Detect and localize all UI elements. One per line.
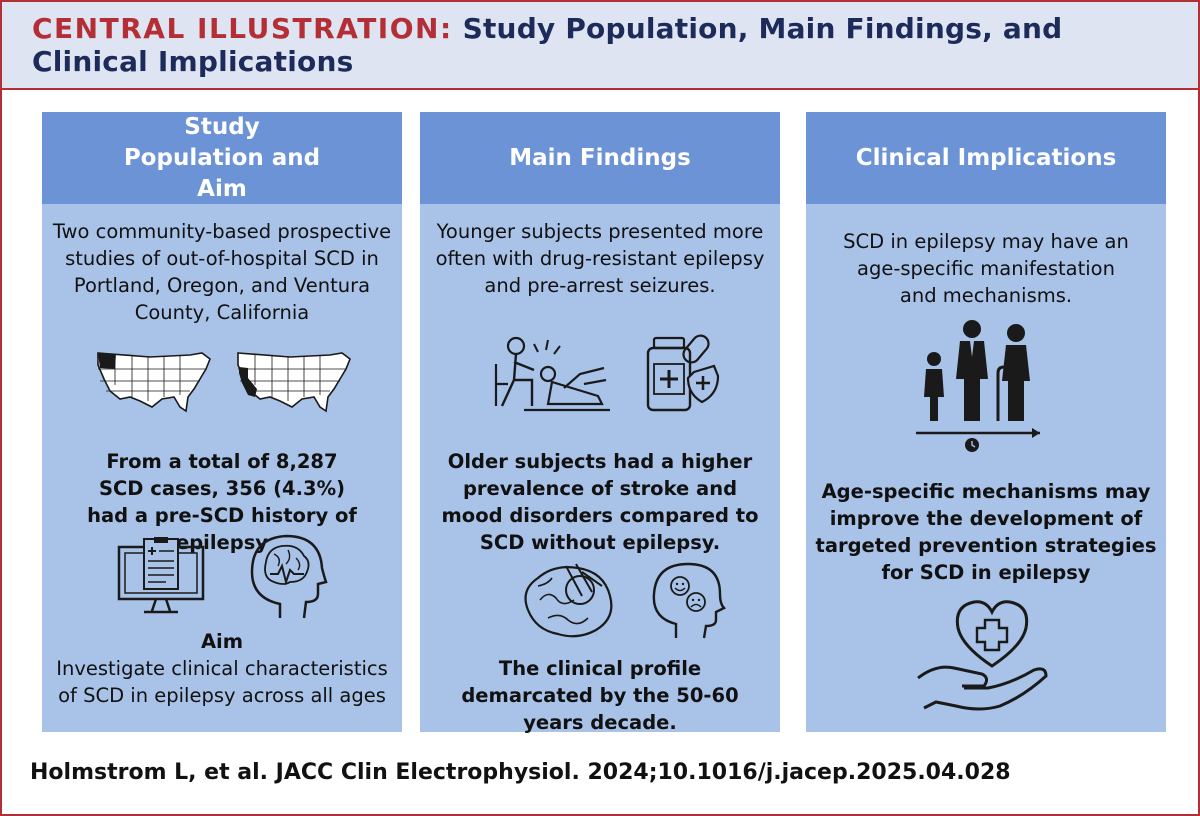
title-text: Study Population, Main Findings, and Cli… xyxy=(32,12,1063,78)
heart-hand-care-icon xyxy=(914,592,1054,716)
panel-main-findings: Main Findings Younger subjects presented… xyxy=(420,112,780,734)
study-description: Two community-based prospective studies … xyxy=(52,220,392,324)
figure-title: CENTRAL ILLUSTRATION: Study Population, … xyxy=(32,12,1162,78)
cases-summary: From a total of 8,287 SCD cases, 356 (4.… xyxy=(87,450,357,554)
us-map-oregon-icon xyxy=(90,345,215,420)
finding-younger: Younger subjects presented more often wi… xyxy=(435,220,765,297)
seizure-patient-icon xyxy=(494,334,614,412)
panel-heading: Main Findings xyxy=(420,112,780,204)
aim-text: Investigate clinical characteristics of … xyxy=(56,657,388,707)
implication-prevention: Age-specific mechanisms may improve the … xyxy=(815,480,1157,584)
age-progression-icon xyxy=(914,317,1049,453)
medical-record-monitor-icon xyxy=(116,537,206,617)
implication-manifestation: SCD in epilepsy may have an age-specific… xyxy=(843,230,1129,307)
brain-head-icon xyxy=(244,532,329,622)
mood-disorder-head-icon xyxy=(648,560,728,640)
panel-heading: Study Population and Aim xyxy=(42,112,402,204)
finding-demarcation: The clinical profile demarcated by the 5… xyxy=(461,657,739,734)
finding-older: Older subjects had a higher prevalence o… xyxy=(441,450,759,554)
stroke-brain-icon xyxy=(518,560,618,642)
central-illustration-label: CENTRAL ILLUSTRATION: xyxy=(32,12,453,45)
us-map-california-icon xyxy=(230,345,355,420)
panel-clinical-implications: Clinical Implications SCD in epilepsy ma… xyxy=(806,112,1166,732)
drug-resistant-pill-bottle-icon xyxy=(642,332,722,414)
aim-label: Aim xyxy=(200,630,244,653)
citation: Holmstrom L, et al. JACC Clin Electrophy… xyxy=(30,760,1011,785)
panel-study-population: Study Population and Aim Two community-b… xyxy=(42,112,402,732)
panel-heading: Clinical Implications xyxy=(806,112,1166,204)
header-bar: CENTRAL ILLUSTRATION: Study Population, … xyxy=(2,2,1198,90)
